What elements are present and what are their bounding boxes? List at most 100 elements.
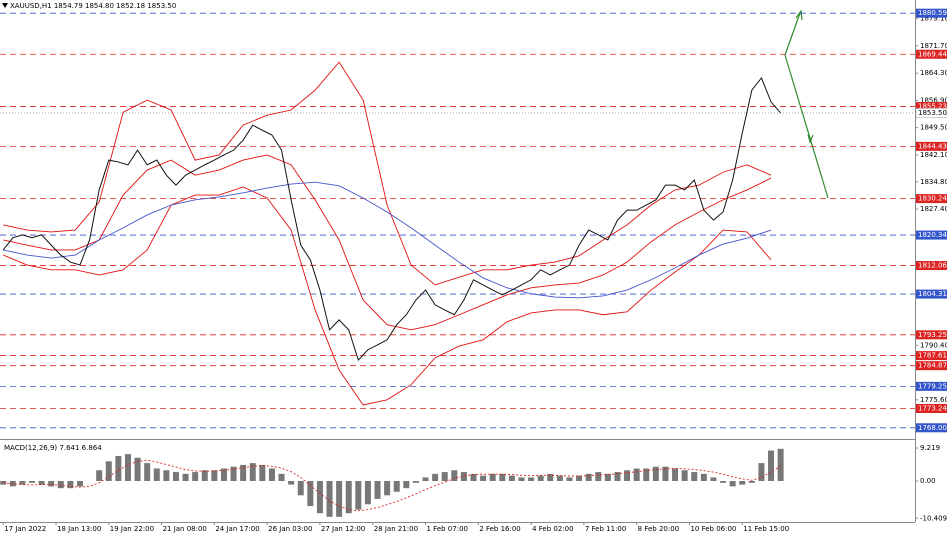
level-label-box <box>916 49 947 59</box>
macd-bar <box>758 463 765 482</box>
level-label-box <box>916 403 947 413</box>
y-tick-label: 1879.10 <box>920 15 947 23</box>
macd-bar <box>633 468 640 482</box>
indicator-line <box>3 154 772 331</box>
level-label-box <box>916 141 947 151</box>
level-label: 1855.23 <box>918 103 947 111</box>
macd-bar <box>307 481 314 507</box>
macd-bar <box>144 463 151 482</box>
macd-bar <box>566 477 573 482</box>
y-tick-label: 1790.40 <box>920 341 947 349</box>
macd-bar <box>67 481 74 489</box>
macd-bar <box>595 472 602 482</box>
level-label-box <box>916 361 947 371</box>
macd-bar <box>489 473 496 482</box>
macd-bar <box>604 473 611 482</box>
macd-bar <box>547 473 554 482</box>
macd-bar <box>19 481 26 485</box>
indicator-line <box>3 181 772 299</box>
arrow-head <box>807 133 814 144</box>
macd-bar <box>748 481 755 483</box>
x-tick-label: 26 Jan 03:00 <box>268 525 312 533</box>
macd-bar <box>278 473 285 482</box>
macd-bar <box>364 481 371 505</box>
x-tick-label: 17 Jan 2022 <box>4 525 46 533</box>
y-tick-label: 1871.70 <box>920 42 947 50</box>
arrow-head <box>795 9 803 21</box>
x-tick-label: 11 Feb 15:00 <box>743 525 789 533</box>
level-label: 1779.25 <box>918 382 947 390</box>
x-tick-label: 18 Jan 13:00 <box>57 525 101 533</box>
level-label: 1804.31 <box>918 290 947 298</box>
level-label: 1880.59 <box>918 9 947 17</box>
x-tick-label: 24 Jan 17:00 <box>215 525 259 533</box>
macd-bar <box>326 481 333 517</box>
macd-bar <box>115 455 122 482</box>
y-tick-label: 1834.80 <box>920 178 947 186</box>
indicator-line <box>3 61 772 286</box>
x-tick-label: 28 Jan 21:00 <box>374 525 418 533</box>
macd-bar <box>288 481 295 485</box>
macd-bar <box>355 481 362 510</box>
x-tick-label: 1 Feb 07:00 <box>427 525 468 533</box>
macd-bar <box>134 457 141 482</box>
level-label: 1812.06 <box>918 262 947 270</box>
macd-bar <box>192 472 199 482</box>
macd-bar <box>182 473 189 482</box>
x-tick-label: 8 Feb 20:00 <box>638 525 679 533</box>
x-tick-label: 19 Jan 22:00 <box>110 525 154 533</box>
y-tick-label: 1775.60 <box>920 396 947 404</box>
macd-bar <box>230 466 237 482</box>
level-label-box <box>916 289 947 299</box>
macd-y-tick-label: 0.00 <box>920 477 936 485</box>
macd-title: MACD(12,26,9) 7.641 6.864 <box>4 444 102 452</box>
macd-bar <box>403 481 410 489</box>
level-label: 1768.00 <box>918 424 947 432</box>
macd-bar <box>739 481 746 485</box>
x-tick-label: 2 Feb 16:00 <box>479 525 520 533</box>
macd-bar <box>499 473 506 482</box>
macd-bar <box>729 481 736 487</box>
macd-bar <box>691 472 698 482</box>
macd-bar <box>201 470 208 482</box>
x-tick-label: 27 Jan 12:00 <box>321 525 365 533</box>
level-label-box <box>916 261 947 271</box>
macd-bar <box>585 473 592 482</box>
chart-title: XAUUSD,H1 1854.79 1854.80 1852.18 1853.5… <box>10 2 176 10</box>
macd-bar <box>240 464 247 482</box>
macd-bar <box>576 475 583 482</box>
x-tick-label: 10 Feb 06:00 <box>690 525 736 533</box>
macd-bar <box>508 475 515 482</box>
macd-bar <box>153 468 160 482</box>
macd-bar <box>57 481 64 489</box>
level-label-box <box>916 351 947 361</box>
level-label: 1820.34 <box>918 231 947 239</box>
macd-bar <box>652 466 659 482</box>
x-tick-label: 7 Feb 11:00 <box>585 525 626 533</box>
macd-bar <box>528 477 535 482</box>
macd-bar <box>662 466 669 482</box>
last-price-box <box>915 108 947 118</box>
macd-bar <box>422 477 429 482</box>
macd-bar <box>643 468 650 482</box>
y-tick-label: 1827.40 <box>920 205 947 213</box>
macd-bar <box>28 481 35 483</box>
level-label-box <box>916 381 947 391</box>
macd-bar <box>211 470 218 482</box>
level-label: 1793.25 <box>918 331 947 339</box>
macd-bar <box>777 448 784 482</box>
macd-bar <box>0 481 7 485</box>
price-line <box>2 76 782 362</box>
y-tick-label: 1842.10 <box>920 151 947 159</box>
macd-bar <box>441 472 448 482</box>
arrow-up <box>784 12 801 56</box>
macd-bar <box>720 481 727 483</box>
macd-bar <box>412 481 419 483</box>
level-label: 1844.43 <box>918 142 947 150</box>
macd-bar <box>96 470 103 482</box>
macd-bar <box>480 475 487 482</box>
arrow-down <box>784 54 829 199</box>
macd-bar <box>710 477 717 482</box>
macd-bar <box>316 481 323 514</box>
level-label: 1773.24 <box>918 404 947 412</box>
